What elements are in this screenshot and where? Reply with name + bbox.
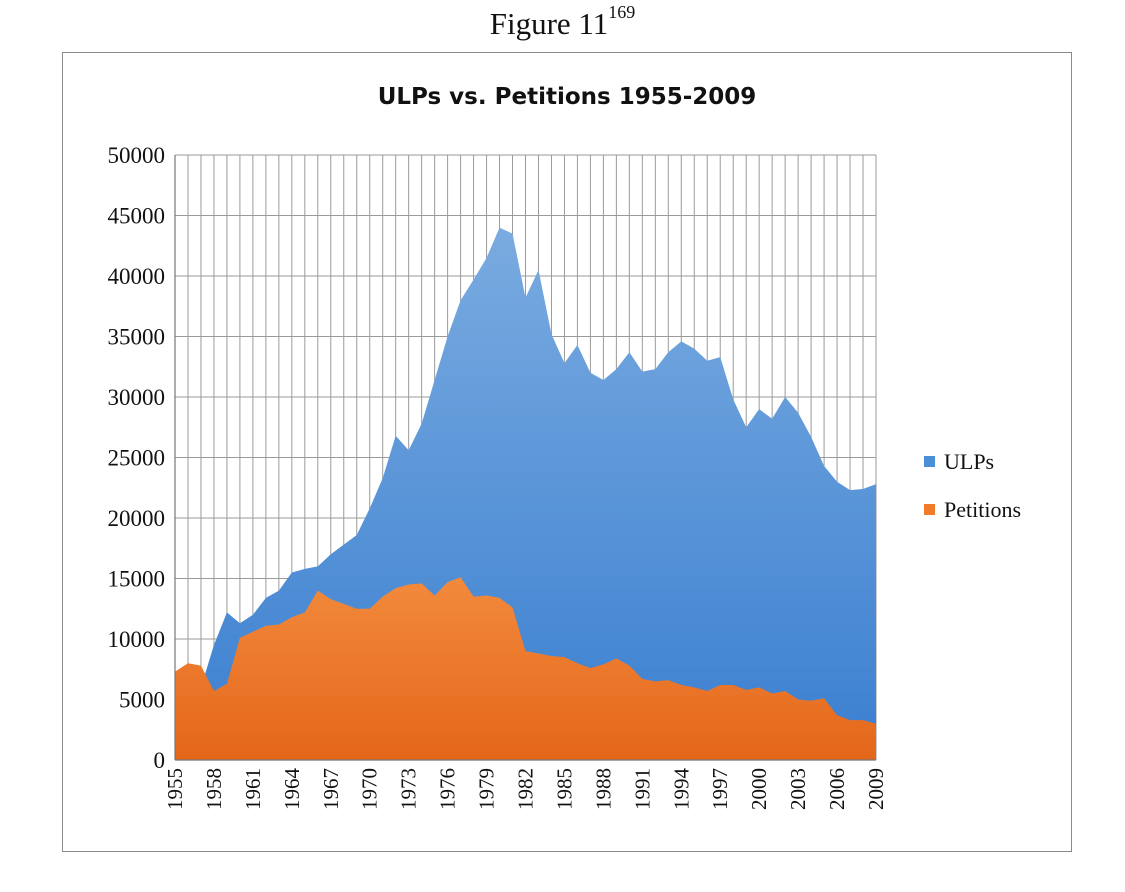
legend-label-ulps: ULPs [944, 449, 994, 474]
y-tick-label: 0 [154, 748, 166, 773]
y-tick-label: 5000 [119, 688, 165, 713]
chart-title: ULPs vs. Petitions 1955-2009 [377, 84, 757, 110]
y-tick-label: 25000 [108, 446, 166, 471]
y-tick-label: 50000 [108, 143, 166, 168]
y-axis-ticks: 0 5000 10000 15000 20000 25000 30000 35000 40000… [108, 143, 166, 773]
figure-caption-footnote: 169 [608, 2, 636, 22]
legend-swatch-ulps [924, 456, 935, 467]
x-tick-label: 1970 [358, 768, 382, 810]
y-tick-label: 20000 [108, 506, 166, 531]
x-tick-label: 1979 [475, 768, 499, 810]
legend: ULPs Petitions [924, 449, 1021, 522]
x-tick-label: 1988 [591, 768, 615, 810]
series-areas [175, 227, 876, 761]
x-tick-label: 1967 [319, 768, 343, 810]
x-tick-label: 2009 [864, 768, 888, 810]
y-tick-label: 15000 [108, 567, 166, 592]
chart-frame [62, 52, 1072, 852]
x-tick-label: 1973 [397, 768, 421, 810]
x-tick-label: 1985 [552, 768, 576, 810]
x-tick-label: 1991 [630, 768, 654, 810]
y-tick-label: 30000 [108, 385, 166, 410]
x-tick-label: 1961 [241, 768, 265, 810]
figure-caption-text: Figure 11 [489, 6, 609, 41]
x-tick-label: 2003 [786, 768, 810, 810]
x-tick-label: 1958 [202, 768, 226, 810]
area-petitions [175, 577, 876, 760]
x-tick-label: 1955 [163, 768, 187, 810]
legend-label-petitions: Petitions [944, 497, 1021, 522]
y-tick-label: 10000 [108, 627, 166, 652]
y-tick-label: 40000 [108, 264, 166, 289]
figure-caption: Figure 11169 [0, 2, 1125, 42]
y-tick-label: 35000 [108, 325, 166, 350]
x-tick-label: 1964 [280, 768, 304, 811]
x-tick-label: 1997 [708, 768, 732, 810]
x-tick-label: 1994 [669, 768, 693, 811]
x-tick-label: 2006 [825, 768, 849, 810]
axes [174, 155, 876, 761]
x-tick-label: 2000 [747, 768, 771, 810]
x-axis-ticks: 1955 1958 1961 1964 1967 1970 1973 1976 1979 1982… [163, 768, 888, 811]
y-tick-label: 45000 [108, 204, 166, 229]
x-tick-label: 1982 [514, 768, 538, 810]
x-tick-label: 1976 [436, 768, 460, 810]
legend-swatch-petitions [924, 504, 935, 515]
